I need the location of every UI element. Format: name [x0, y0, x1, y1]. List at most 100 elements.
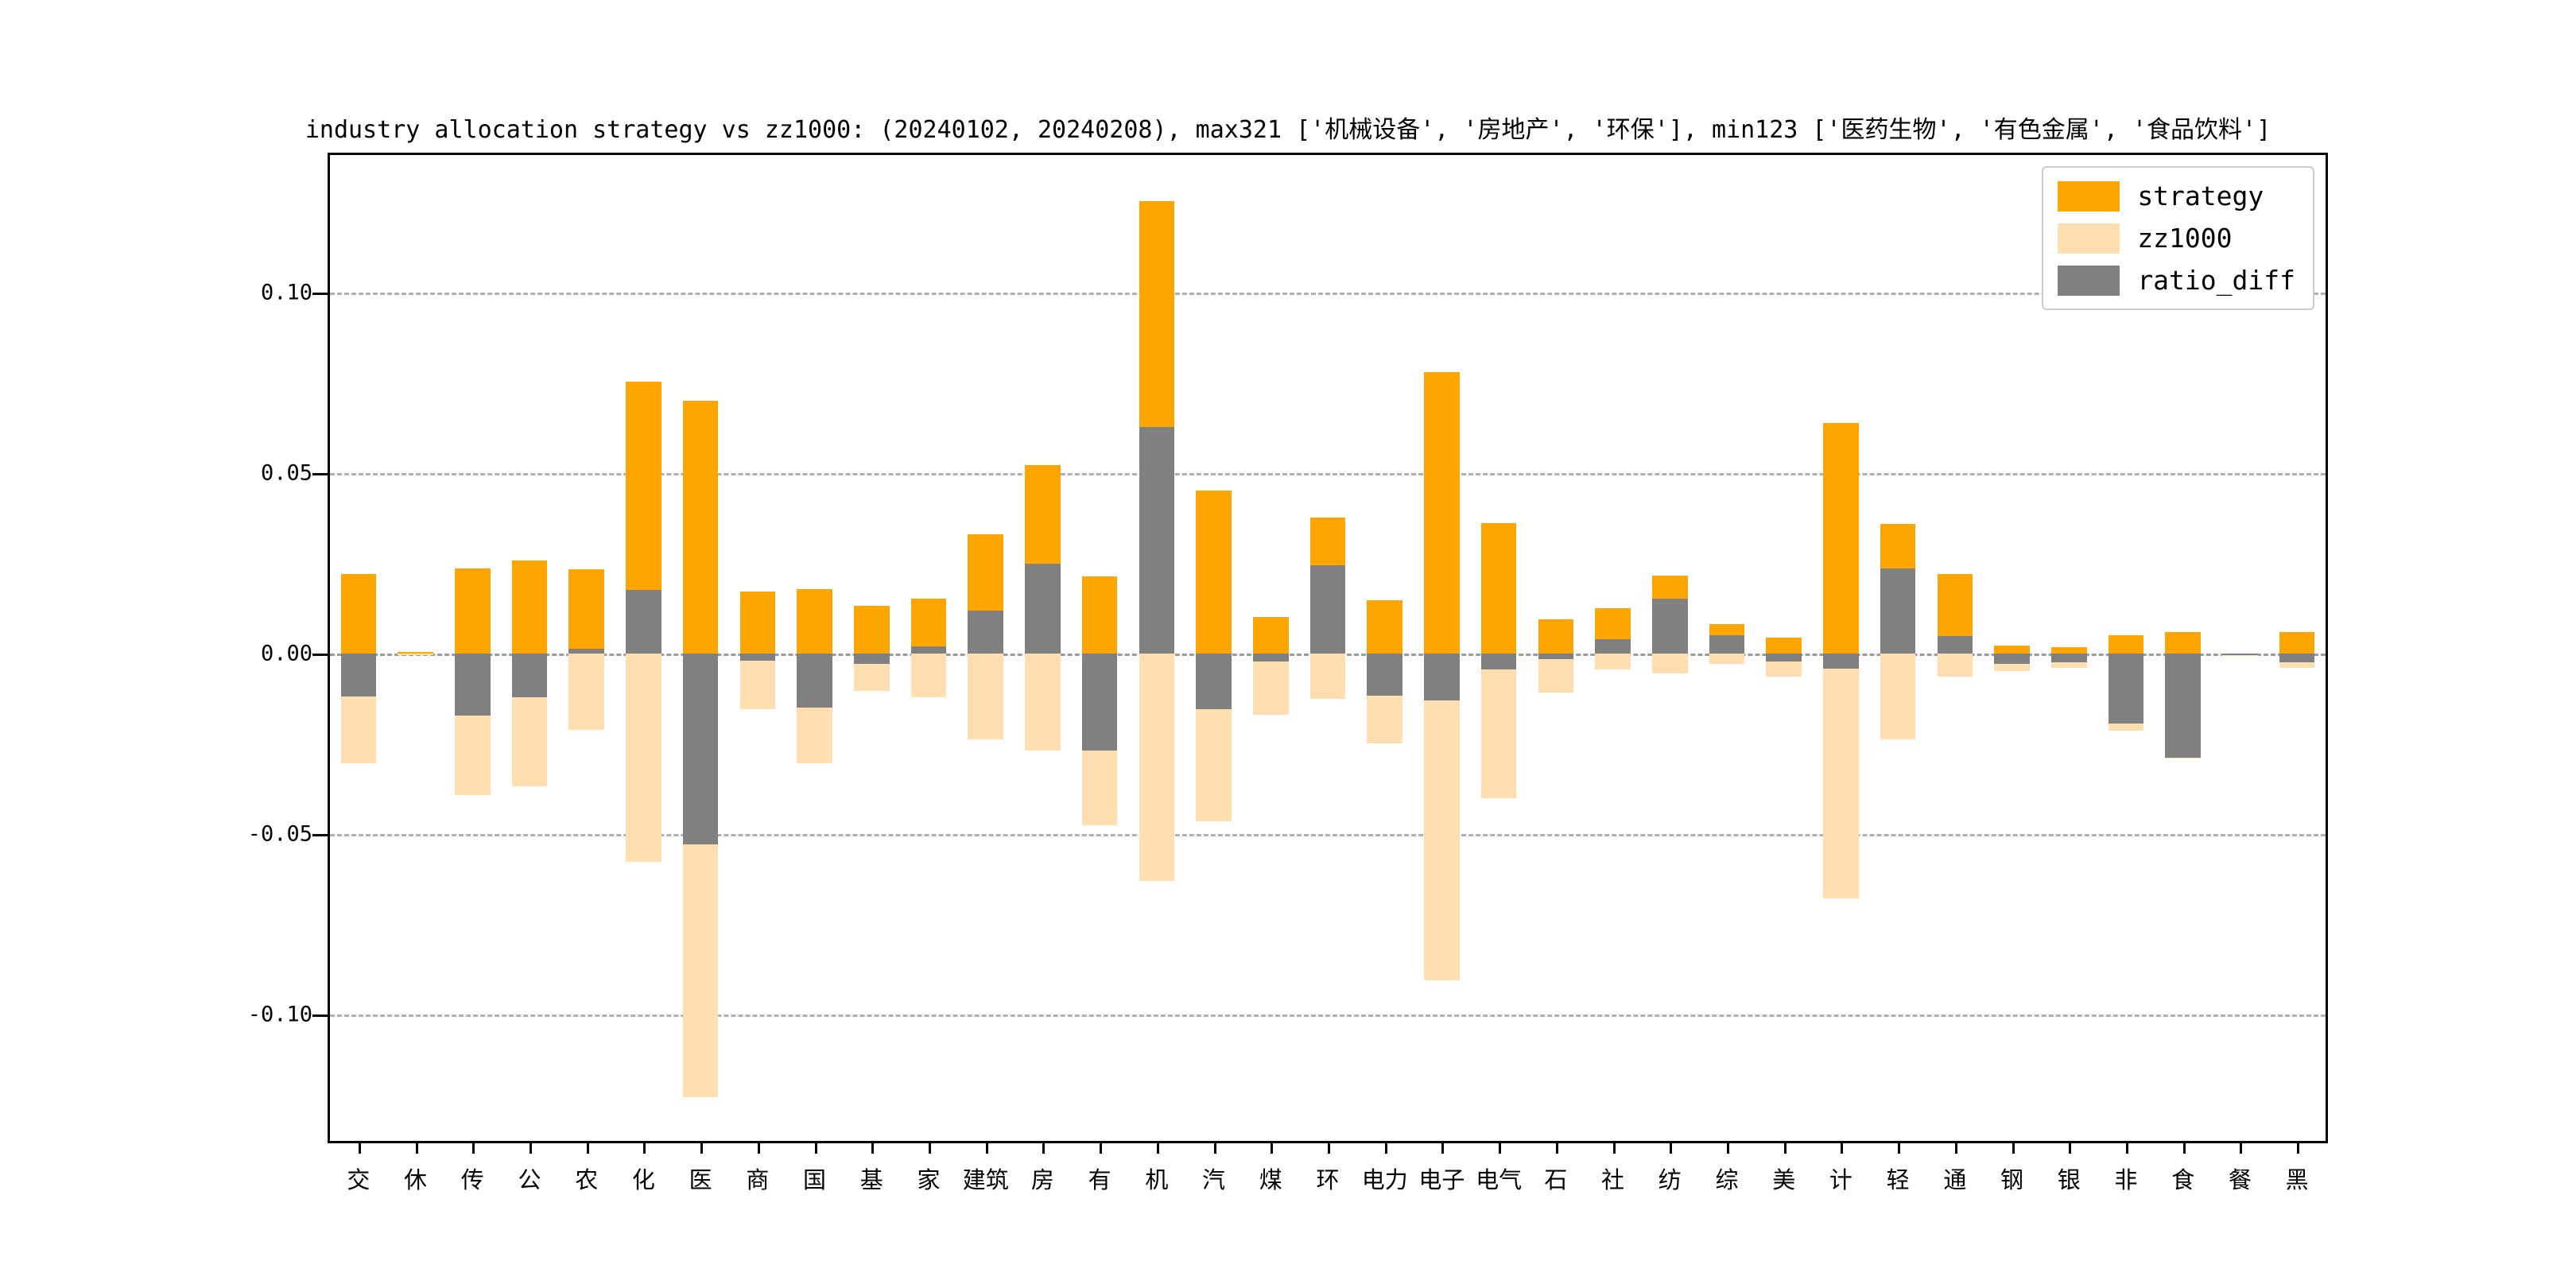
- x-axis-label-27: 轻: [1886, 1166, 1910, 1193]
- x-axis-tick: [1954, 1141, 1957, 1154]
- bar-segment-zz1000: [626, 653, 661, 863]
- bar-segment-strategy: [1823, 423, 1859, 654]
- legend-item-ratio_diff[interactable]: ratio_diff: [2058, 265, 2295, 296]
- bar-segment-ratio-diff: [2051, 653, 2087, 663]
- x-axis-tick: [1042, 1141, 1046, 1154]
- chart-title: industry allocation strategy vs zz1000: …: [305, 116, 2271, 144]
- bar-segment-strategy: [1994, 645, 2030, 654]
- bar-segment-ratio-diff: [511, 653, 548, 698]
- bar-segment-ratio-diff: [1139, 427, 1175, 654]
- x-axis-tick: [1841, 1141, 1844, 1154]
- bar-segment-zz1000: [739, 653, 776, 710]
- bar-segment-ratio-diff: [455, 653, 491, 716]
- y-axis-label: 0.00: [260, 641, 312, 666]
- legend-swatch-icon: [2058, 265, 2120, 296]
- x-axis-tick: [2297, 1141, 2300, 1154]
- x-axis-tick: [1441, 1141, 1445, 1154]
- x-axis-tick: [586, 1141, 589, 1154]
- x-axis-label-14: 机: [1145, 1166, 1169, 1193]
- bar-segment-ratio-diff: [1880, 568, 1916, 654]
- bar-segment-ratio-diff: [682, 653, 719, 844]
- x-axis-tick: [2126, 1141, 2128, 1154]
- bar-segment-zz1000: [1595, 653, 1631, 670]
- bar-segment-strategy: [568, 569, 604, 654]
- y-axis-tick: [312, 833, 330, 836]
- bar-segment-zz1000: [398, 653, 433, 655]
- x-axis-label-7: 商: [746, 1166, 770, 1193]
- x-axis-tick: [1271, 1141, 1274, 1154]
- plot-area: 0.10 0.05 0.00 -0.05 -0.10 交 休 传 公 农 化 医 商 国 基 家建筑房 有 机 汽 煤…: [248, 153, 2328, 1193]
- x-axis-label-11: 建筑: [962, 1166, 1009, 1193]
- bar-segment-ratio-diff: [1652, 598, 1688, 654]
- legend-swatch-icon: [2058, 180, 2120, 211]
- x-axis-tick: [1727, 1141, 1729, 1154]
- x-axis-tick: [1670, 1141, 1673, 1154]
- bar-segment-ratio-diff: [1081, 653, 1118, 751]
- bar-segment-strategy: [797, 588, 832, 654]
- x-axis-tick: [1555, 1141, 1558, 1154]
- bar-segment-ratio-diff: [1994, 653, 2030, 665]
- bar-segment-strategy: [854, 606, 890, 654]
- bar-segment-ratio-diff: [1196, 653, 1232, 710]
- legend-item-zz1000[interactable]: zz1000: [2058, 223, 2295, 254]
- x-axis-tick: [2182, 1141, 2186, 1154]
- bar-segment-ratio-diff: [340, 653, 377, 697]
- bar-segment-strategy: [910, 598, 947, 654]
- x-axis-label-3: 公: [518, 1166, 541, 1193]
- x-axis-label-31: 非: [2114, 1166, 2138, 1193]
- bar-segment-strategy: [2108, 635, 2144, 654]
- x-axis-tick: [929, 1141, 931, 1154]
- bar-segment-ratio-diff: [2165, 653, 2201, 758]
- bar-segment-zz1000: [1480, 653, 1517, 799]
- x-axis-label-28: 通: [1943, 1166, 1967, 1193]
- x-axis-tick: [530, 1141, 532, 1154]
- bar-segment-strategy: [682, 400, 719, 654]
- x-axis-tick: [1384, 1141, 1387, 1154]
- legend-item-strategy[interactable]: strategy: [2058, 180, 2295, 211]
- x-axis-label-20: 电气: [1476, 1166, 1523, 1193]
- bar-segment-zz1000: [1538, 653, 1574, 692]
- bar-segment-strategy: [1196, 490, 1232, 654]
- bar-segment-strategy: [2165, 632, 2201, 654]
- x-axis-tick: [814, 1141, 817, 1154]
- bar-segment-ratio-diff: [1424, 653, 1460, 700]
- gridline--0.10: [330, 1014, 2326, 1018]
- bar-segment-strategy: [455, 568, 491, 654]
- bar-segment-zz1000: [1309, 653, 1346, 699]
- y-axis-tick: [312, 653, 330, 656]
- chart-legend: strategy zz1000 ratio_diff: [2042, 166, 2314, 310]
- x-axis-tick: [358, 1141, 361, 1154]
- bar-segment-zz1000: [968, 653, 1003, 739]
- bar-segment-ratio-diff: [1937, 636, 1973, 654]
- bar-segment-ratio-diff: [568, 649, 604, 654]
- x-axis-tick: [2240, 1141, 2243, 1154]
- x-axis-label-34: 黑: [2285, 1166, 2309, 1193]
- x-axis-label-9: 基: [859, 1166, 883, 1193]
- x-axis-tick: [1612, 1141, 1616, 1154]
- bar-segment-zz1000: [1937, 653, 1973, 677]
- bar-segment-zz1000: [1139, 653, 1175, 881]
- x-axis-label-18: 电力: [1361, 1166, 1408, 1193]
- x-axis-label-33: 餐: [2228, 1166, 2252, 1193]
- bar-segment-zz1000: [910, 653, 947, 697]
- bar-segment-zz1000: [1025, 653, 1061, 751]
- x-axis-label-26: 计: [1829, 1166, 1852, 1193]
- bar-segment-ratio-diff: [1766, 653, 1802, 661]
- gridline-0.05: [330, 472, 2326, 475]
- bar-segment-ratio-diff: [1309, 565, 1346, 654]
- bar-segment-strategy: [1253, 617, 1289, 654]
- bar-segment-ratio-diff: [1709, 635, 1745, 654]
- bar-segment-ratio-diff: [1480, 653, 1517, 670]
- bar-segment-zz1000: [1652, 653, 1688, 673]
- bar-segment-strategy: [511, 560, 548, 654]
- bar-segment-zz1000: [568, 653, 604, 731]
- bar-segment-strategy: [340, 573, 377, 654]
- bar-segment-zz1000: [1823, 653, 1859, 898]
- x-axis-tick: [2069, 1141, 2072, 1154]
- x-axis-label-1: 休: [404, 1166, 428, 1193]
- x-axis-tick: [472, 1141, 475, 1154]
- bar-segment-ratio-diff: [797, 653, 832, 708]
- bar-segment-ratio-diff: [910, 646, 947, 654]
- y-axis-label: -0.05: [247, 821, 312, 847]
- x-axis-tick: [1783, 1141, 1787, 1154]
